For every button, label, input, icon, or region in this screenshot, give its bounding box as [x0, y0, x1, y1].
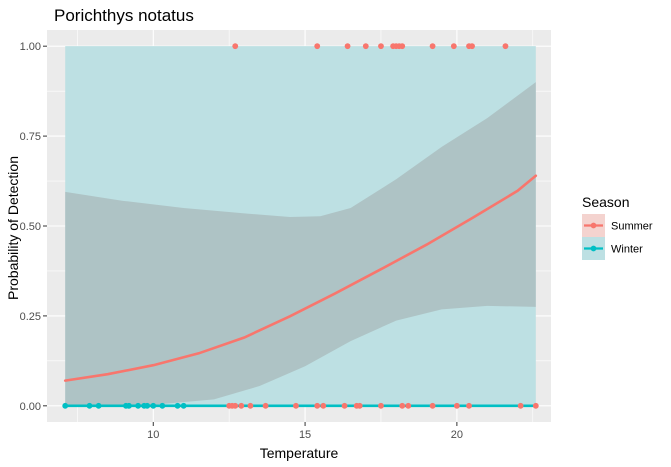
y-tick-label: 0.75: [20, 131, 41, 143]
x-tick-label: 20: [451, 429, 463, 441]
chart-title: Porichthys notatus: [54, 6, 194, 25]
fit-line-summer: [63, 174, 538, 382]
ci-band-summer: [65, 82, 536, 406]
data-point-summer: [466, 402, 472, 409]
data-point-winter: [180, 402, 187, 409]
data-point-summer: [356, 402, 363, 409]
axes: 10 15 20 0.00 0.25 0.50 0.75 1.00: [20, 41, 463, 441]
data-point-winter: [62, 402, 69, 409]
legend-label-winter: Winter: [611, 244, 643, 256]
data-point-summer: [232, 43, 239, 50]
confidence-bands: [65, 46, 536, 406]
legend-label-summer: Summer: [611, 221, 653, 233]
data-point-summer: [378, 402, 384, 409]
data-point-winter: [135, 402, 141, 409]
data-point-summer: [344, 43, 351, 50]
data-point-summer: [469, 43, 475, 50]
data-point-summer: [399, 43, 406, 50]
legend: Season Summer Winter: [582, 194, 653, 260]
data-point-summer: [517, 402, 524, 409]
data-point-winter: [95, 402, 102, 409]
x-tick-label: 15: [299, 429, 311, 441]
data-point-summer: [247, 402, 254, 409]
data-point-summer: [262, 402, 269, 409]
data-point-summer: [429, 402, 436, 409]
ci-band-winter: [65, 46, 536, 406]
x-tick-label: 10: [147, 429, 159, 441]
data-point-winter: [86, 402, 93, 409]
data-point-summer: [405, 402, 412, 409]
data-point-summer: [532, 402, 539, 409]
data-point-summer: [314, 402, 321, 409]
legend-key-point-winter: [590, 245, 597, 252]
legend-key-point-summer: [590, 222, 597, 229]
data-point-summer: [362, 43, 369, 50]
data-point-summer: [341, 402, 348, 409]
data-point-summer: [453, 402, 460, 409]
data-point-summer: [238, 402, 245, 409]
x-axis-title: Temperature: [260, 445, 339, 461]
data-point-summer: [502, 43, 509, 50]
data-point-winter: [150, 402, 157, 409]
data-point-summer: [293, 402, 299, 409]
data-point-winter: [174, 402, 181, 409]
data-point-winter: [126, 402, 132, 409]
y-tick-label: 0.00: [20, 401, 41, 413]
data-point-summer: [450, 43, 457, 50]
data-point-winter: [144, 402, 151, 409]
legend-title: Season: [582, 194, 629, 210]
y-tick-label: 1.00: [20, 41, 41, 53]
data-point-summer: [399, 402, 406, 409]
data-points: [62, 43, 539, 409]
data-point-summer: [429, 43, 436, 50]
data-point-summer: [320, 402, 327, 409]
y-axis-title: Probability of Detection: [5, 156, 21, 300]
data-point-summer: [378, 43, 384, 50]
y-tick-label: 0.50: [20, 221, 41, 233]
data-point-summer: [232, 402, 239, 409]
y-tick-label: 0.25: [20, 311, 41, 323]
data-point-summer: [314, 43, 321, 50]
data-point-winter: [159, 402, 166, 409]
